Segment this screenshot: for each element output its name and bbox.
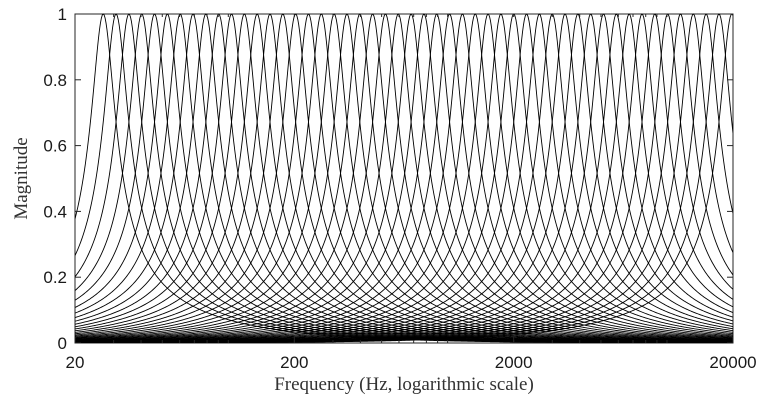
y-tick-label: 0 <box>58 334 67 353</box>
filter-curve-23 <box>75 13 733 342</box>
x-tick-label: 2000 <box>495 353 533 372</box>
filter-curve-22 <box>75 13 733 342</box>
filter-curve-26 <box>75 13 733 342</box>
filter-curve-28 <box>75 13 733 342</box>
x-axis-title: Frequency (Hz, logarithmic scale) <box>274 374 534 395</box>
x-tick-label: 20000 <box>709 353 756 372</box>
filter-curve-24 <box>75 13 733 342</box>
filter-curve-30 <box>75 13 733 343</box>
filter-curve-25 <box>75 13 733 342</box>
filter-curve-19 <box>75 13 733 343</box>
top-minor-ticks <box>74 14 734 343</box>
filter-curve-50 <box>75 13 733 343</box>
filter-curve-21 <box>75 13 733 342</box>
filter-curve-20 <box>75 13 733 343</box>
y-tick-label: 0.2 <box>43 268 67 287</box>
y-axis-title: Magnitude <box>11 137 32 219</box>
filter-curve-27 <box>75 13 733 342</box>
x-tick-label: 200 <box>280 353 308 372</box>
filter-curve-18 <box>75 13 733 343</box>
filter-curve-29 <box>75 13 733 343</box>
y-axis: 0 0.2 0.4 0.6 0.8 1 <box>43 5 733 353</box>
y-tick-label: 0.8 <box>43 71 67 90</box>
x-tick-label: 20 <box>66 353 85 372</box>
x-axis: 20 200 2000 20000 <box>66 337 757 372</box>
y-tick-label: 0.6 <box>43 137 67 156</box>
plot-frame <box>74 13 734 344</box>
plot-area <box>74 13 734 344</box>
y-tick-label: 0.4 <box>43 202 67 221</box>
filter-curves <box>75 13 733 343</box>
y-tick-label: 1 <box>58 5 67 24</box>
